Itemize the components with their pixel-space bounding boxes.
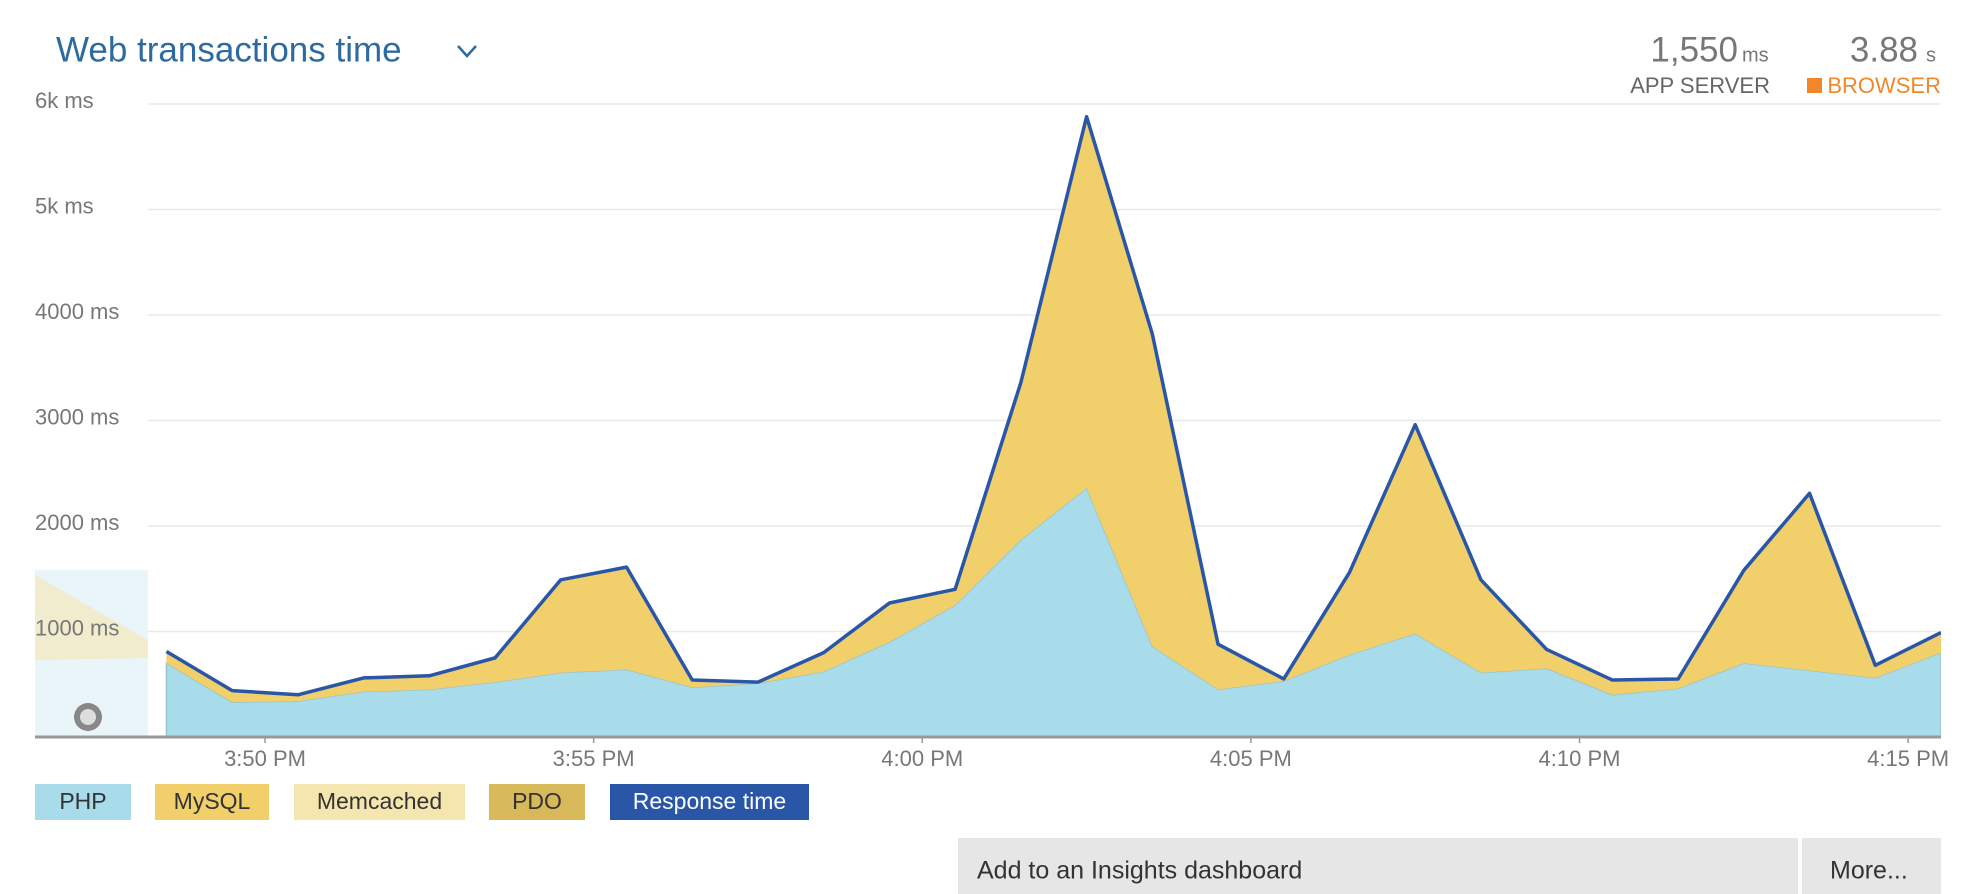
area: [165, 486, 1941, 737]
area: [166, 116, 1941, 703]
app-unit: ms: [1742, 44, 1769, 66]
legend-item[interactable]: [294, 784, 465, 820]
x-tick-label: 3:55 PM: [553, 746, 635, 771]
y-tick-label: 6k ms: [35, 88, 94, 113]
legend-label: MySQL: [174, 788, 251, 814]
overlay-shape: [35, 575, 148, 660]
x-tick-label: 4:15 PM: [1867, 746, 1949, 771]
x-tick-label: 4:05 PM: [1210, 746, 1292, 771]
legend-label: Memcached: [317, 788, 442, 814]
y-tick-label: 2000 ms: [35, 510, 119, 535]
legend-item[interactable]: [155, 784, 269, 820]
y-tick-label: 5k ms: [35, 193, 94, 218]
legend-item[interactable]: [35, 784, 131, 820]
legend-label: Response time: [633, 788, 786, 814]
line: [165, 114, 1941, 697]
x-tick-label: 4:10 PM: [1539, 746, 1621, 771]
app-label: APP SERVER: [1630, 73, 1770, 98]
dropdown-chevron[interactable]: [457, 45, 477, 58]
drag-handle-inner: [80, 709, 96, 725]
more-button[interactable]: [1802, 838, 1941, 894]
chart-title[interactable]: Web transactions time: [56, 30, 402, 69]
add-button-label: Add to an Insights dashboard: [977, 857, 1302, 885]
x-tick-label: 3:50 PM: [224, 746, 306, 771]
y-tick-label: 4000 ms: [35, 299, 119, 324]
browser-swatch: [1807, 78, 1822, 93]
legend-label: PDO: [512, 788, 562, 814]
legend-item[interactable]: [610, 784, 809, 820]
app-value: 1,550: [1650, 30, 1738, 69]
add-button[interactable]: [958, 838, 1798, 894]
browser-unit: s: [1926, 44, 1936, 66]
more-button-label: More...: [1830, 857, 1908, 885]
y-tick-label: 3000 ms: [35, 404, 119, 429]
y-tick-label: 1000 ms: [35, 615, 119, 640]
browser-value: 3.88: [1850, 30, 1918, 69]
browser-label: BROWSER: [1827, 73, 1941, 98]
legend-label: PHP: [59, 788, 106, 814]
x-tick-label: 4:00 PM: [881, 746, 963, 771]
legend-item[interactable]: [489, 784, 585, 820]
